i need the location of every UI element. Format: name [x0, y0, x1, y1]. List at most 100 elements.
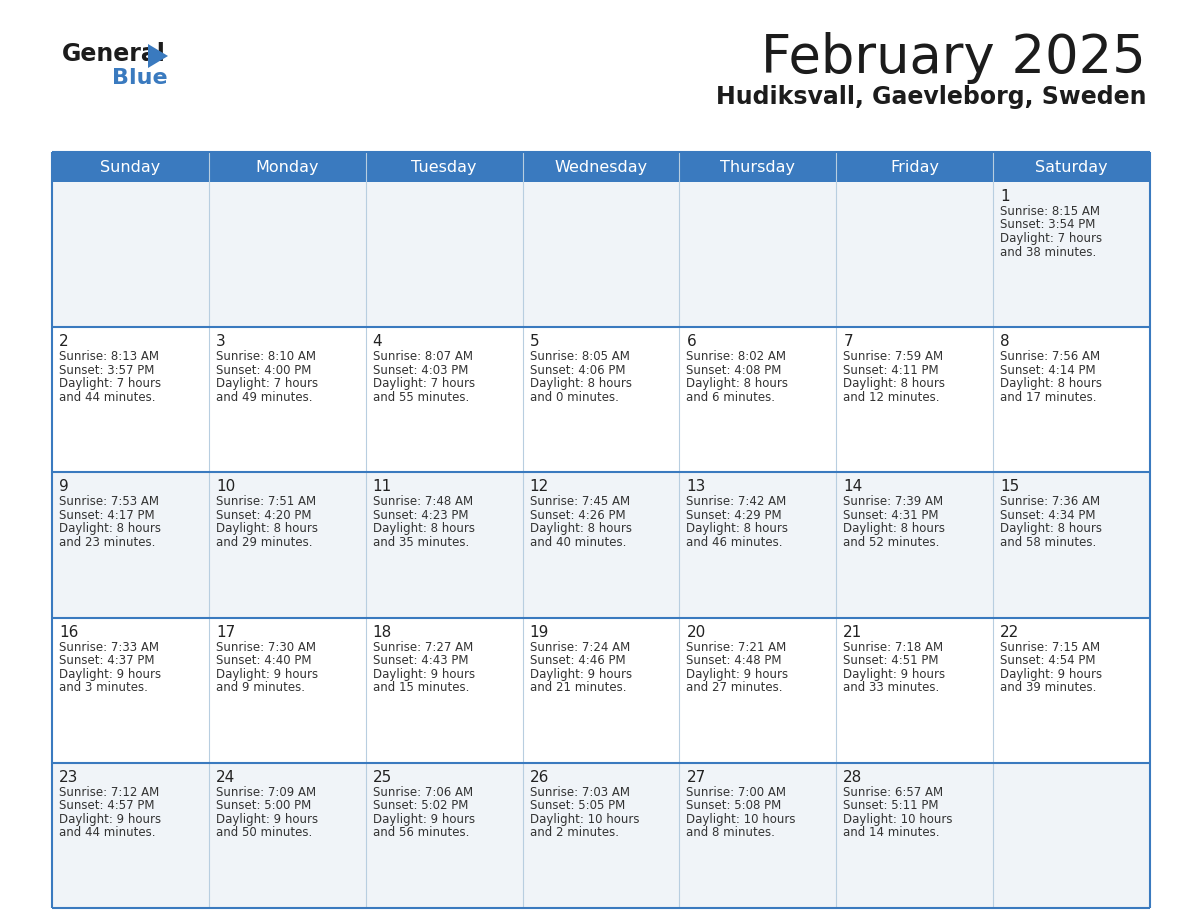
Text: Daylight: 9 hours: Daylight: 9 hours: [59, 812, 162, 826]
Text: Daylight: 8 hours: Daylight: 8 hours: [687, 377, 789, 390]
Text: Daylight: 8 hours: Daylight: 8 hours: [216, 522, 318, 535]
Text: Daylight: 7 hours: Daylight: 7 hours: [1000, 232, 1102, 245]
Text: Sunrise: 7:39 AM: Sunrise: 7:39 AM: [843, 496, 943, 509]
Text: 19: 19: [530, 624, 549, 640]
Bar: [836, 763, 993, 908]
Text: Sunrise: 7:18 AM: Sunrise: 7:18 AM: [843, 641, 943, 654]
Bar: [680, 182, 836, 327]
Bar: [52, 152, 1150, 182]
Text: Daylight: 9 hours: Daylight: 9 hours: [1000, 667, 1102, 680]
Text: 17: 17: [216, 624, 235, 640]
Text: Sunrise: 7:21 AM: Sunrise: 7:21 AM: [687, 641, 786, 654]
Bar: [836, 618, 993, 763]
Bar: [836, 327, 993, 473]
Bar: [52, 618, 209, 763]
Text: Sunset: 4:40 PM: Sunset: 4:40 PM: [216, 655, 311, 667]
Text: Sunrise: 8:15 AM: Sunrise: 8:15 AM: [1000, 205, 1100, 218]
Bar: [993, 182, 1150, 327]
Bar: [680, 327, 836, 473]
Bar: [366, 473, 523, 618]
Text: Sunrise: 8:02 AM: Sunrise: 8:02 AM: [687, 350, 786, 364]
Text: Blue: Blue: [112, 68, 168, 88]
Text: and 46 minutes.: and 46 minutes.: [687, 536, 783, 549]
Text: Sunrise: 8:13 AM: Sunrise: 8:13 AM: [59, 350, 159, 364]
Text: Sunset: 4:03 PM: Sunset: 4:03 PM: [373, 364, 468, 376]
Bar: [52, 763, 209, 908]
Text: Sunset: 4:43 PM: Sunset: 4:43 PM: [373, 655, 468, 667]
Bar: [523, 182, 680, 327]
Text: Daylight: 8 hours: Daylight: 8 hours: [687, 522, 789, 535]
Text: and 35 minutes.: and 35 minutes.: [373, 536, 469, 549]
Text: Daylight: 9 hours: Daylight: 9 hours: [530, 667, 632, 680]
Text: Sunset: 5:11 PM: Sunset: 5:11 PM: [843, 800, 939, 812]
Text: Sunday: Sunday: [100, 160, 160, 175]
Text: 24: 24: [216, 770, 235, 785]
Text: 3: 3: [216, 334, 226, 349]
Text: Daylight: 8 hours: Daylight: 8 hours: [1000, 377, 1102, 390]
Text: Hudiksvall, Gaevleborg, Sweden: Hudiksvall, Gaevleborg, Sweden: [715, 85, 1146, 109]
Text: Daylight: 9 hours: Daylight: 9 hours: [216, 667, 318, 680]
Text: Sunrise: 7:33 AM: Sunrise: 7:33 AM: [59, 641, 159, 654]
Text: 13: 13: [687, 479, 706, 495]
Text: Sunset: 4:23 PM: Sunset: 4:23 PM: [373, 509, 468, 522]
Bar: [366, 618, 523, 763]
Text: Daylight: 9 hours: Daylight: 9 hours: [216, 812, 318, 826]
Text: Sunrise: 7:45 AM: Sunrise: 7:45 AM: [530, 496, 630, 509]
Text: Sunset: 4:00 PM: Sunset: 4:00 PM: [216, 364, 311, 376]
Bar: [209, 763, 366, 908]
Text: and 44 minutes.: and 44 minutes.: [59, 826, 156, 839]
Text: 12: 12: [530, 479, 549, 495]
Bar: [523, 473, 680, 618]
Text: Sunset: 4:14 PM: Sunset: 4:14 PM: [1000, 364, 1095, 376]
Text: 5: 5: [530, 334, 539, 349]
Text: Monday: Monday: [255, 160, 320, 175]
Text: 26: 26: [530, 770, 549, 785]
Bar: [680, 763, 836, 908]
Text: 1: 1: [1000, 189, 1010, 204]
Text: Sunrise: 7:36 AM: Sunrise: 7:36 AM: [1000, 496, 1100, 509]
Bar: [836, 182, 993, 327]
Text: and 49 minutes.: and 49 minutes.: [216, 391, 312, 404]
Text: Sunset: 5:08 PM: Sunset: 5:08 PM: [687, 800, 782, 812]
Text: Sunset: 4:11 PM: Sunset: 4:11 PM: [843, 364, 939, 376]
Text: 23: 23: [59, 770, 78, 785]
Text: 10: 10: [216, 479, 235, 495]
Bar: [52, 327, 209, 473]
Text: 14: 14: [843, 479, 862, 495]
Text: Sunrise: 7:06 AM: Sunrise: 7:06 AM: [373, 786, 473, 799]
Text: Sunrise: 7:03 AM: Sunrise: 7:03 AM: [530, 786, 630, 799]
Text: Sunset: 5:02 PM: Sunset: 5:02 PM: [373, 800, 468, 812]
Text: Sunrise: 6:57 AM: Sunrise: 6:57 AM: [843, 786, 943, 799]
Bar: [523, 618, 680, 763]
Bar: [523, 327, 680, 473]
Text: Daylight: 7 hours: Daylight: 7 hours: [373, 377, 475, 390]
Text: Daylight: 10 hours: Daylight: 10 hours: [530, 812, 639, 826]
Text: Daylight: 9 hours: Daylight: 9 hours: [373, 667, 475, 680]
Text: 2: 2: [59, 334, 69, 349]
Text: and 52 minutes.: and 52 minutes.: [843, 536, 940, 549]
Text: Daylight: 8 hours: Daylight: 8 hours: [530, 377, 632, 390]
Text: and 40 minutes.: and 40 minutes.: [530, 536, 626, 549]
Text: Sunrise: 7:12 AM: Sunrise: 7:12 AM: [59, 786, 159, 799]
Text: and 44 minutes.: and 44 minutes.: [59, 391, 156, 404]
Text: 27: 27: [687, 770, 706, 785]
Text: Sunrise: 7:59 AM: Sunrise: 7:59 AM: [843, 350, 943, 364]
Text: Daylight: 9 hours: Daylight: 9 hours: [687, 667, 789, 680]
Text: February 2025: February 2025: [762, 32, 1146, 84]
Text: 20: 20: [687, 624, 706, 640]
Text: and 21 minutes.: and 21 minutes.: [530, 681, 626, 694]
Text: and 38 minutes.: and 38 minutes.: [1000, 245, 1097, 259]
Text: Sunset: 3:57 PM: Sunset: 3:57 PM: [59, 364, 154, 376]
Text: Sunrise: 7:42 AM: Sunrise: 7:42 AM: [687, 496, 786, 509]
Text: Sunset: 5:00 PM: Sunset: 5:00 PM: [216, 800, 311, 812]
Text: and 56 minutes.: and 56 minutes.: [373, 826, 469, 839]
Text: 6: 6: [687, 334, 696, 349]
Text: Sunset: 4:31 PM: Sunset: 4:31 PM: [843, 509, 939, 522]
Text: and 58 minutes.: and 58 minutes.: [1000, 536, 1097, 549]
Text: 8: 8: [1000, 334, 1010, 349]
Text: Sunset: 4:29 PM: Sunset: 4:29 PM: [687, 509, 782, 522]
Text: Daylight: 9 hours: Daylight: 9 hours: [59, 667, 162, 680]
Text: and 50 minutes.: and 50 minutes.: [216, 826, 312, 839]
Text: Sunrise: 7:24 AM: Sunrise: 7:24 AM: [530, 641, 630, 654]
Text: Sunset: 4:26 PM: Sunset: 4:26 PM: [530, 509, 625, 522]
